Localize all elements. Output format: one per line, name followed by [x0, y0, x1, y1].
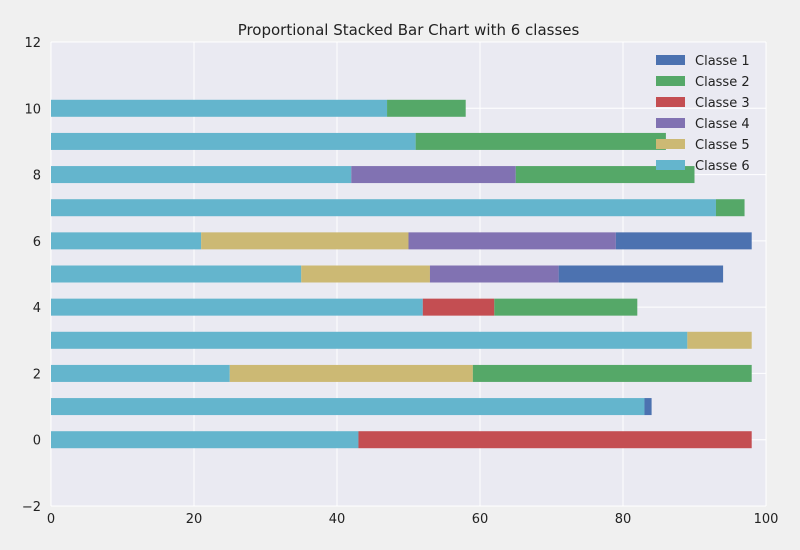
y-tick-label: 2	[33, 367, 41, 382]
y-tick-label: 0	[33, 434, 41, 449]
x-tick-label: 20	[186, 512, 203, 527]
bar-segment-classe-6	[51, 99, 388, 117]
y-tick-label: 4	[33, 301, 41, 316]
legend-label: Classe 3	[695, 96, 750, 111]
legend-swatch	[656, 55, 685, 65]
bar-segment-classe-6	[51, 232, 202, 250]
legend-label: Classe 4	[695, 117, 750, 132]
bar-segment-classe-2	[515, 166, 695, 184]
x-tick-label: 60	[472, 512, 489, 527]
chart-title: Proportional Stacked Bar Chart with 6 cl…	[238, 21, 580, 39]
y-tick-label: 10	[24, 102, 41, 117]
bar-segment-classe-2	[472, 364, 752, 382]
bar-segment-classe-3	[358, 431, 752, 449]
x-tick-label: 80	[615, 512, 632, 527]
legend-label: Classe 5	[695, 138, 750, 153]
x-axis-ticks: 0 20 40 60 80 100	[47, 512, 779, 527]
bar-segment-classe-6	[51, 199, 716, 217]
y-tick-label: −2	[22, 500, 41, 515]
x-tick-label: 40	[329, 512, 346, 527]
bar-segment-classe-6	[51, 398, 645, 416]
bar-segment-classe-6	[51, 166, 352, 184]
bar-segment-classe-2	[387, 99, 466, 117]
legend-swatch	[656, 118, 685, 128]
bar-segment-classe-5	[301, 265, 430, 283]
legend-label: Classe 2	[695, 75, 750, 90]
bar-segment-classe-6	[51, 331, 688, 349]
bar-segment-classe-4	[408, 232, 616, 250]
y-tick-label: 6	[33, 235, 41, 250]
bar-segment-classe-1	[644, 398, 652, 416]
bar-segment-classe-4	[429, 265, 559, 283]
bar-segment-classe-6	[51, 364, 230, 382]
legend-swatch	[656, 76, 685, 86]
x-tick-label: 100	[754, 512, 779, 527]
bar-segment-classe-2	[415, 132, 666, 150]
bar-segment-classe-2	[494, 298, 638, 316]
x-tick-label: 0	[47, 512, 55, 527]
y-tick-label: 8	[33, 169, 41, 184]
bar-segment-classe-6	[51, 132, 416, 150]
bars-group	[51, 99, 752, 449]
bar-segment-classe-5	[687, 331, 752, 349]
bar-segment-classe-5	[201, 232, 409, 250]
bar-segment-classe-3	[422, 298, 495, 316]
legend-swatch	[656, 139, 685, 149]
legend-swatch	[656, 97, 685, 107]
bar-segment-classe-4	[351, 166, 516, 184]
legend-swatch	[656, 160, 685, 170]
legend: Classe 1 Classe 2 Classe 3 Classe 4 Classe 5…	[656, 54, 750, 174]
y-tick-label: 12	[24, 36, 41, 51]
legend-label: Classe 1	[695, 54, 750, 69]
bar-segment-classe-1	[615, 232, 752, 250]
bar-segment-classe-2	[715, 199, 745, 217]
bar-segment-classe-5	[229, 364, 473, 382]
bar-segment-classe-6	[51, 265, 302, 283]
bar-segment-classe-6	[51, 298, 423, 316]
bar-segment-classe-6	[51, 431, 359, 449]
legend-label: Classe 6	[695, 159, 750, 174]
bar-segment-classe-1	[558, 265, 724, 283]
y-axis-ticks: −2 0 2 4 6 8 10 12	[22, 36, 41, 515]
